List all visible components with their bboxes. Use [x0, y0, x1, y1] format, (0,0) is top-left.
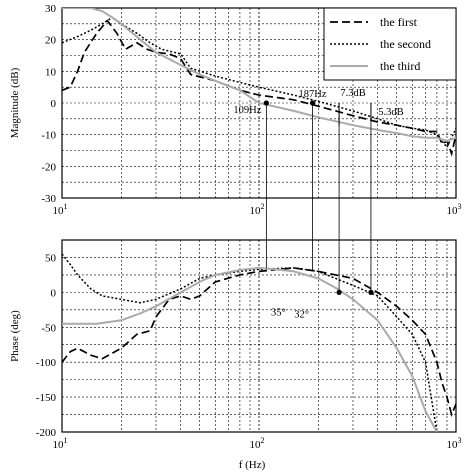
phase-series-3-line	[62, 266, 438, 432]
legend: the first the second the third	[323, 7, 457, 81]
phase-ytick-label: 0	[51, 287, 57, 299]
phase-ytick-label: -150	[36, 392, 57, 404]
legend-label-3: the third	[380, 59, 420, 73]
db-arrows	[338, 103, 372, 127]
phase-frame	[61, 239, 457, 433]
phase-series-2-line	[62, 253, 438, 432]
mag-annotation: 5.3dB	[378, 107, 403, 118]
frequency-guides	[265, 103, 372, 293]
mag-xtick-label: 101	[53, 202, 68, 217]
phase-series-group	[62, 253, 456, 432]
mag-ytick-label: 10	[45, 66, 57, 78]
phase-ylabel: Phase (deg)	[9, 310, 21, 362]
magnitude-panel: -30 -20 -10 0 10 20 30 101 102 103 Magnitude (dB) 1…	[9, 3, 462, 217]
phase-ytick-label: 50	[45, 252, 57, 264]
mag-ytick-label: -20	[41, 161, 56, 173]
legend-label-2: the second	[380, 37, 431, 51]
phase-xtick-label: 103	[447, 436, 462, 451]
mag-annotation: 109Hz	[233, 105, 261, 116]
mag-ylabel: Magnitude (dB)	[9, 67, 21, 138]
mag-xtick-label: 102	[250, 202, 265, 217]
mag-series-2-line	[62, 16, 456, 149]
mag-annotation: 187Hz	[299, 89, 327, 100]
phase-xtick-label: 102	[250, 436, 265, 451]
mag-series-3-line	[62, 8, 456, 143]
mag-ytick-label: -30	[41, 193, 56, 205]
mag-annotation: 7.3dB	[340, 88, 365, 99]
phase-xlabel: f (Hz)	[239, 459, 266, 471]
mag-ytick-label: 20	[45, 35, 57, 47]
mag-ytick-label: 30	[45, 3, 57, 15]
phase-annotation: 32°	[294, 309, 309, 320]
phase-panel: -200 -150 -100 -50 0 50 101 102 103 Phase (deg) f …	[9, 239, 462, 471]
phase-series-1-line	[62, 267, 456, 418]
phase-xtick-label: 101	[53, 436, 68, 451]
phase-annotation: 35°	[271, 307, 286, 318]
phase-ytick-label: -100	[36, 357, 57, 369]
legend-label-1: the first	[380, 15, 418, 29]
phase-ytick-label: -200	[36, 427, 57, 439]
mag-frame	[61, 7, 457, 199]
mag-series-group	[62, 8, 456, 157]
mag-xtick-label: 103	[447, 202, 462, 217]
phase-ytick-label: -50	[41, 322, 56, 334]
mag-ytick-label: -10	[41, 130, 56, 142]
mag-ytick-label: 0	[51, 98, 57, 110]
